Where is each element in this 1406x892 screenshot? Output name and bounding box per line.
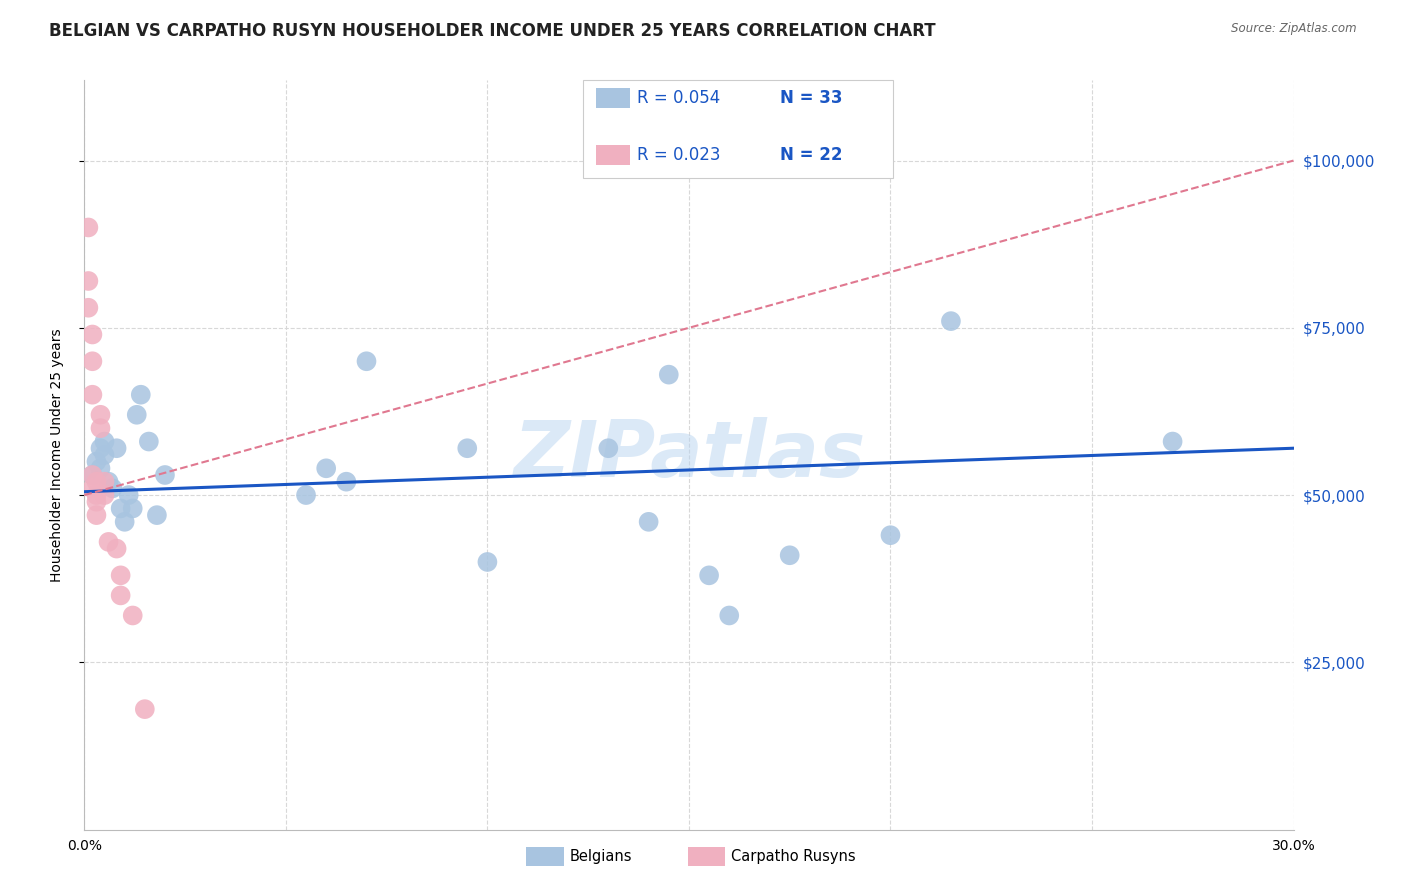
- Point: [939, 314, 962, 328]
- Point: [86, 494, 108, 508]
- Point: [335, 475, 357, 489]
- Point: [598, 441, 620, 455]
- Text: ZIPatlas: ZIPatlas: [513, 417, 865, 493]
- Text: Carpatho Rusyns: Carpatho Rusyns: [731, 849, 856, 863]
- Point: [1161, 434, 1184, 449]
- Point: [93, 448, 115, 462]
- Point: [97, 475, 120, 489]
- Point: [93, 475, 115, 489]
- Point: [477, 555, 499, 569]
- Point: [105, 541, 128, 556]
- Point: [697, 568, 720, 582]
- Point: [77, 220, 100, 235]
- Point: [134, 702, 156, 716]
- Point: [121, 501, 143, 516]
- Point: [93, 488, 115, 502]
- Point: [658, 368, 681, 382]
- Point: [89, 461, 111, 475]
- Point: [82, 467, 104, 482]
- Point: [86, 475, 108, 489]
- Point: [121, 608, 143, 623]
- Point: [118, 488, 141, 502]
- Point: [86, 488, 108, 502]
- Point: [82, 387, 104, 401]
- Point: [779, 548, 801, 563]
- Point: [89, 408, 111, 422]
- Point: [129, 387, 152, 401]
- Point: [114, 515, 136, 529]
- Text: R = 0.023: R = 0.023: [637, 146, 720, 164]
- Point: [86, 454, 108, 469]
- Point: [315, 461, 337, 475]
- Point: [82, 354, 104, 368]
- Point: [879, 528, 901, 542]
- Text: R = 0.054: R = 0.054: [637, 89, 720, 107]
- Text: N = 22: N = 22: [780, 146, 842, 164]
- Point: [110, 568, 132, 582]
- Point: [295, 488, 318, 502]
- Point: [146, 508, 169, 523]
- Point: [89, 421, 111, 435]
- Point: [93, 434, 115, 449]
- Text: Belgians: Belgians: [569, 849, 631, 863]
- Point: [97, 534, 120, 549]
- Point: [456, 441, 478, 455]
- Text: Source: ZipAtlas.com: Source: ZipAtlas.com: [1232, 22, 1357, 36]
- Point: [718, 608, 741, 623]
- Point: [153, 467, 176, 482]
- Point: [77, 274, 100, 288]
- Point: [110, 501, 132, 516]
- Point: [89, 441, 111, 455]
- Text: N = 33: N = 33: [780, 89, 842, 107]
- Point: [356, 354, 378, 368]
- Point: [125, 408, 148, 422]
- Y-axis label: Householder Income Under 25 years: Householder Income Under 25 years: [49, 328, 63, 582]
- Text: BELGIAN VS CARPATHO RUSYN HOUSEHOLDER INCOME UNDER 25 YEARS CORRELATION CHART: BELGIAN VS CARPATHO RUSYN HOUSEHOLDER IN…: [49, 22, 936, 40]
- Point: [138, 434, 160, 449]
- Point: [101, 482, 124, 496]
- Point: [82, 482, 104, 496]
- Point: [77, 301, 100, 315]
- Point: [82, 467, 104, 482]
- Point: [82, 327, 104, 342]
- Point: [105, 441, 128, 455]
- Point: [86, 508, 108, 523]
- Point: [637, 515, 659, 529]
- Point: [110, 589, 132, 603]
